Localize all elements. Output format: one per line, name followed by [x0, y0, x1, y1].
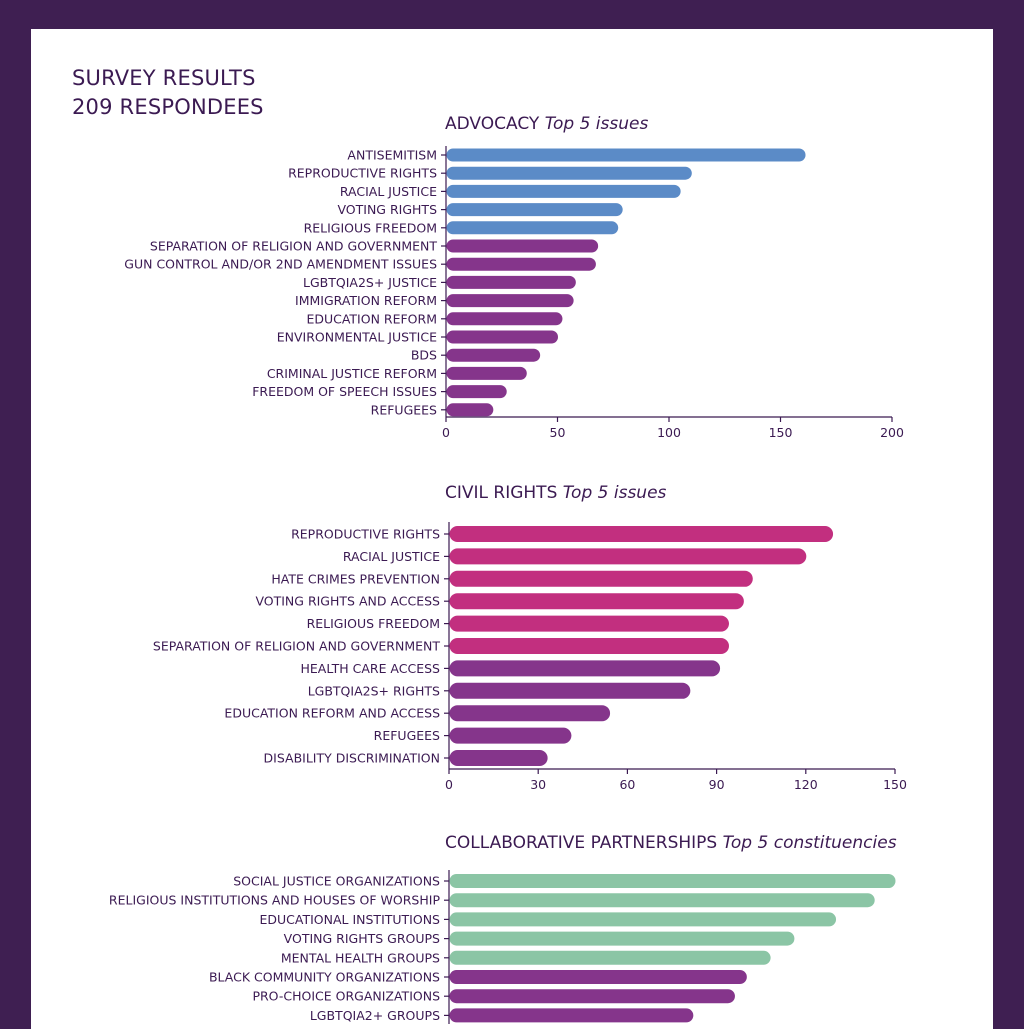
advocacy-bar [446, 221, 619, 235]
advocacy-category-label: GUN CONTROL AND/OR 2ND AMENDMENT ISSUES [124, 257, 437, 272]
partnerships-bar [449, 893, 875, 908]
advocacy-category-label: EDUCATION REFORM [306, 311, 437, 326]
advocacy-bar [446, 203, 623, 217]
partnerships-bar [449, 950, 771, 965]
chart-title-emphasis: Top 5 constituencies [722, 833, 897, 853]
civil-rights-bar [449, 660, 721, 677]
civil-rights-category-label: LGBTQIA2S+ RIGHTS [308, 683, 440, 698]
chart-title-main: ADVOCACY [445, 114, 540, 134]
partnerships-bar [449, 989, 735, 1004]
partnerships-category-label: LGBTQIA2+ GROUPS [310, 1008, 440, 1023]
civil-rights-bar [449, 526, 834, 542]
civil-rights-bar [449, 548, 807, 565]
partnerships-bar [449, 931, 795, 946]
civil-rights-category-label: REFUGEES [374, 728, 440, 743]
partnerships-bar [449, 970, 747, 984]
civil-rights-category-label: RACIAL JUSTICE [343, 549, 440, 564]
advocacy-bar [446, 330, 558, 344]
civil-rights-bar [449, 638, 729, 654]
advocacy-category-label: ENVIRONMENTAL JUSTICE [277, 330, 437, 345]
partnerships-bar [449, 874, 896, 888]
advocacy-bar [446, 366, 527, 380]
partnerships-category-label: EDUCATIONAL INSTITUTIONS [259, 912, 440, 927]
civil-rights-x-tick-label: 120 [794, 777, 818, 792]
chart-title-main: COLLABORATIVE PARTNERSHIPS [445, 833, 718, 853]
civil-rights-category-label: VOTING RIGHTS AND ACCESS [255, 594, 440, 609]
chart-title-main: CIVIL RIGHTS [445, 483, 558, 503]
chart-title-partnerships: COLLABORATIVE PARTNERSHIPS Top 5 constit… [445, 833, 897, 853]
civil-rights-bar [449, 682, 691, 699]
chart-title-advocacy: ADVOCACY Top 5 issues [445, 114, 648, 134]
civil-rights-bar [449, 750, 548, 766]
partnerships-bar [449, 1008, 694, 1023]
advocacy-category-label: IMMIGRATION REFORM [295, 293, 437, 308]
civil-rights-category-label: EDUCATION REFORM AND ACCESS [224, 706, 440, 721]
advocacy-x-tick-label: 150 [769, 425, 793, 440]
chart-title-emphasis: Top 5 issues [544, 114, 649, 134]
advocacy-bar [446, 348, 541, 362]
advocacy-category-label: FREEDOM OF SPEECH ISSUES [252, 384, 437, 399]
respondent-count: 209 RESPONDEES [72, 95, 264, 119]
civil-rights-category-label: HATE CRIMES PREVENTION [271, 571, 440, 586]
advocacy-x-tick-label: 100 [657, 425, 681, 440]
advocacy-bar [446, 385, 507, 399]
chart-title-emphasis: Top 5 issues [562, 483, 667, 503]
advocacy-x-tick-label: 50 [550, 425, 566, 440]
civil-rights-category-label: SEPARATION OF RELIGION AND GOVERNMENT [153, 639, 440, 654]
advocacy-bar [446, 184, 681, 198]
advocacy-category-label: RACIAL JUSTICE [340, 184, 437, 199]
civil-rights-x-tick-label: 0 [445, 777, 453, 792]
partnerships-category-label: BLACK COMMUNITY ORGANIZATIONS [209, 970, 440, 985]
advocacy-bar [446, 294, 574, 308]
partnerships-category-label: RELIGIOUS INSTITUTIONS AND HOUSES OF WOR… [109, 893, 441, 908]
page-title: SURVEY RESULTS [72, 66, 256, 90]
partnerships-category-label: SOCIAL JUSTICE ORGANIZATIONS [233, 874, 440, 889]
advocacy-category-label: REPRODUCTIVE RIGHTS [288, 166, 437, 181]
civil-rights-x-tick-label: 90 [709, 777, 725, 792]
advocacy-category-label: BDS [411, 348, 437, 363]
advocacy-bar [446, 148, 806, 162]
advocacy-x-tick-label: 0 [442, 425, 450, 440]
civil-rights-x-tick-label: 60 [619, 777, 635, 792]
partnerships-category-label: MENTAL HEALTH GROUPS [281, 950, 440, 965]
civil-rights-bar [449, 727, 572, 744]
partnerships-bar [449, 912, 837, 927]
advocacy-bar [446, 239, 599, 253]
partnerships-category-label: PRO-CHOICE ORGANIZATIONS [252, 989, 440, 1004]
civil-rights-category-label: RELIGIOUS FREEDOM [307, 616, 440, 631]
advocacy-bar [446, 275, 576, 289]
civil-rights-bar [449, 570, 753, 587]
civil-rights-x-tick-label: 150 [883, 777, 907, 792]
civil-rights-category-label: DISABILITY DISCRIMINATION [264, 751, 440, 766]
civil-rights-category-label: HEALTH CARE ACCESS [301, 661, 441, 676]
civil-rights-category-label: REPRODUCTIVE RIGHTS [291, 527, 440, 542]
civil-rights-bar [449, 615, 729, 632]
partnerships-category-label: VOTING RIGHTS GROUPS [284, 931, 440, 946]
advocacy-bar [446, 312, 563, 326]
advocacy-category-label: SEPARATION OF RELIGION AND GOVERNMENT [150, 239, 437, 254]
advocacy-bar [446, 166, 692, 180]
advocacy-category-label: RELIGIOUS FREEDOM [304, 220, 437, 235]
advocacy-bar [446, 403, 494, 417]
advocacy-x-tick-label: 200 [880, 425, 904, 440]
civil-rights-x-tick-label: 30 [530, 777, 546, 792]
advocacy-bar [446, 257, 596, 271]
advocacy-category-label: ANTISEMITISM [347, 148, 437, 163]
chart-title-civil-rights: CIVIL RIGHTS Top 5 issues [445, 483, 666, 503]
advocacy-category-label: CRIMINAL JUSTICE REFORM [267, 366, 437, 381]
civil-rights-bar [449, 705, 611, 722]
advocacy-category-label: REFUGEES [371, 402, 437, 417]
advocacy-category-label: LGBTQIA2S+ JUSTICE [303, 275, 437, 290]
civil-rights-bar [449, 593, 744, 610]
advocacy-category-label: VOTING RIGHTS [337, 202, 437, 217]
